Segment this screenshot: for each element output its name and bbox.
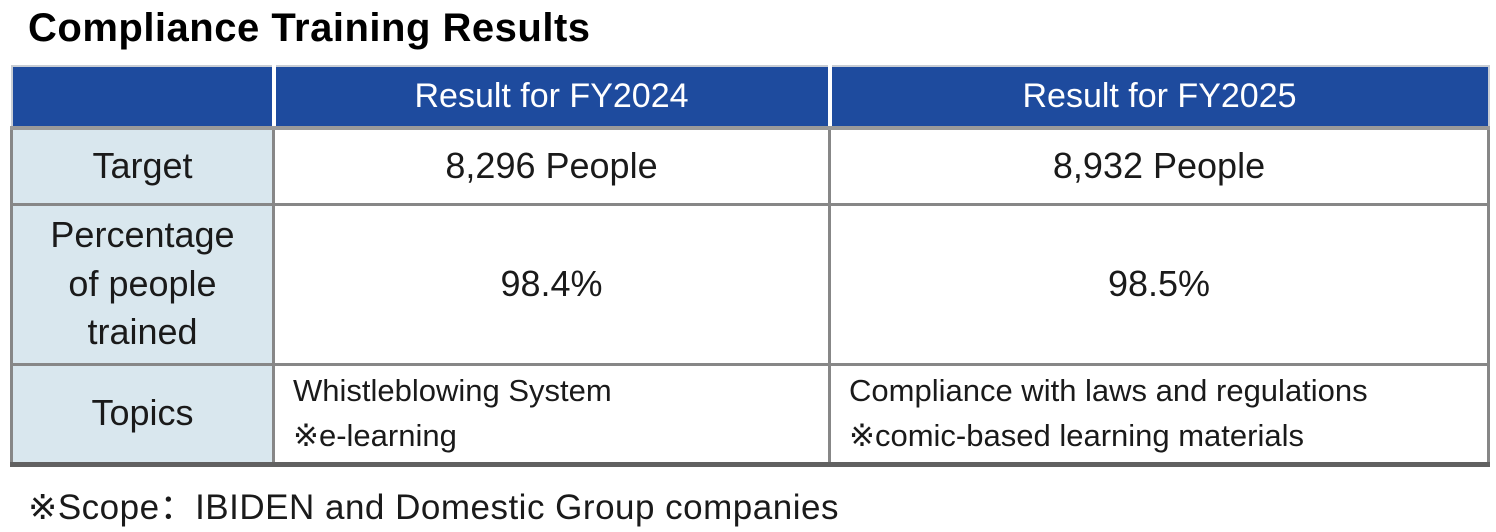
- row-label-target: Target: [10, 126, 275, 206]
- cell-topics-fy2025: Compliance with laws and regulations ※co…: [828, 362, 1490, 467]
- page-title: Compliance Training Results: [28, 6, 591, 50]
- cell-topics-fy2024: Whistleblowing System ※e-learning: [272, 362, 831, 467]
- table-row-target: Target 8,296 People 8,932 People: [10, 126, 1490, 206]
- table-row-percentage-trained: Percentage of people trained 98.4% 98.5%: [10, 202, 1490, 366]
- corner-cell: [10, 65, 275, 130]
- cell-target-fy2025: 8,932 People: [828, 126, 1490, 206]
- column-header-fy2024: Result for FY2024: [271, 65, 831, 130]
- table-row-topics: Topics Whistleblowing System ※e-learning…: [10, 362, 1490, 467]
- row-label-percentage-trained: Percentage of people trained: [10, 202, 275, 366]
- column-header-fy2025: Result for FY2025: [827, 65, 1490, 130]
- compliance-results-table: Result for FY2024 Result for FY2025 Targ…: [10, 65, 1490, 467]
- header-row: Result for FY2024 Result for FY2025: [10, 65, 1490, 130]
- cell-target-fy2024: 8,296 People: [272, 126, 831, 206]
- scope-footnote: ※Scope：IBIDEN and Domestic Group compani…: [28, 487, 839, 527]
- row-label-topics: Topics: [10, 362, 275, 467]
- cell-percentage-fy2025: 98.5%: [828, 202, 1490, 366]
- cell-percentage-fy2024: 98.4%: [272, 202, 831, 366]
